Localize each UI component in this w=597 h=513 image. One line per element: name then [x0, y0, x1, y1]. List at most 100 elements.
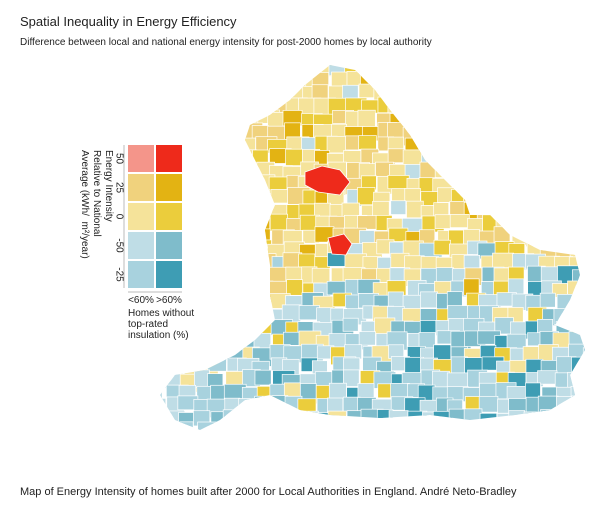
map-region	[433, 71, 456, 88]
map-region	[194, 213, 217, 230]
legend-row-label: 50	[113, 153, 124, 165]
map-region	[256, 74, 276, 91]
map-region	[449, 437, 471, 452]
map-region	[164, 345, 182, 360]
map-region	[227, 174, 244, 193]
map-region	[541, 126, 565, 141]
map-region	[208, 307, 231, 324]
map-region	[224, 83, 246, 98]
map-region	[419, 437, 437, 454]
map-region	[254, 395, 272, 415]
map-region	[228, 438, 246, 453]
map-region	[556, 412, 573, 429]
map-region	[227, 332, 249, 347]
map-region	[482, 435, 497, 453]
map-region	[572, 96, 585, 116]
map-region	[571, 356, 585, 373]
map-region	[496, 138, 516, 156]
map-region	[492, 437, 512, 452]
map-region	[180, 291, 204, 306]
map-region	[493, 70, 517, 89]
map-region	[481, 65, 498, 73]
map-region	[376, 426, 397, 430]
map-region	[437, 423, 460, 430]
map-region	[207, 291, 225, 306]
map-region	[435, 122, 459, 137]
map-region	[451, 161, 473, 182]
map-region	[237, 75, 258, 93]
map-region	[513, 436, 532, 451]
map-region	[510, 111, 530, 128]
map-region	[570, 317, 585, 334]
map-region	[450, 74, 474, 91]
map-region	[388, 410, 409, 425]
map-region	[192, 123, 213, 143]
map-region	[342, 84, 359, 100]
map-region	[357, 215, 378, 230]
map-region	[211, 228, 228, 247]
legend-swatch	[156, 261, 182, 288]
legend-swatch	[156, 145, 182, 172]
map-region	[227, 425, 251, 430]
map-region	[493, 176, 511, 191]
map-region	[241, 227, 261, 244]
map-region	[567, 280, 585, 297]
map-region	[494, 65, 518, 76]
map-region	[251, 294, 272, 311]
map-region	[238, 398, 257, 415]
map-region	[421, 138, 444, 159]
map-region	[541, 84, 564, 102]
map-region	[448, 425, 467, 430]
legend-swatch	[128, 203, 154, 230]
map-region	[556, 396, 574, 413]
map-region	[586, 413, 597, 431]
map-region	[160, 358, 164, 374]
map-region	[327, 423, 348, 430]
map-region	[387, 175, 410, 190]
map-region	[587, 202, 597, 217]
map-region	[207, 320, 226, 336]
map-region	[586, 192, 597, 208]
map-region	[554, 372, 577, 389]
map-region	[434, 65, 455, 79]
map-region	[206, 65, 231, 77]
map-region	[464, 126, 483, 144]
map-region	[192, 256, 210, 276]
map-region	[182, 244, 203, 260]
map-region	[316, 307, 333, 324]
map-region	[583, 373, 585, 391]
map-region	[566, 175, 585, 194]
legend-swatch	[156, 232, 182, 259]
map-region	[252, 97, 273, 117]
map-region	[181, 65, 198, 78]
map-region	[405, 65, 424, 81]
map-region	[552, 215, 574, 232]
map-region	[239, 265, 261, 284]
map-region	[523, 126, 546, 142]
map-region	[195, 306, 218, 324]
map-region	[222, 409, 241, 426]
map-region	[210, 278, 229, 296]
map-region	[387, 97, 406, 114]
map-region	[209, 200, 227, 217]
map-region	[512, 217, 529, 238]
map-region	[192, 149, 216, 168]
map-region	[254, 369, 272, 386]
map-region	[224, 152, 247, 173]
map-region	[377, 96, 398, 114]
map-region	[433, 239, 451, 256]
map-region	[461, 113, 486, 129]
map-region	[494, 86, 517, 101]
map-region	[569, 308, 585, 327]
map-region	[586, 305, 597, 323]
map-region	[506, 123, 529, 142]
map-region	[162, 113, 184, 127]
map-region	[492, 252, 514, 268]
map-region	[506, 386, 528, 400]
map-region	[211, 424, 235, 430]
map-region	[586, 85, 597, 104]
map-region	[179, 70, 203, 89]
map-region	[254, 320, 273, 335]
map-region	[555, 109, 572, 125]
map-region	[477, 425, 496, 430]
